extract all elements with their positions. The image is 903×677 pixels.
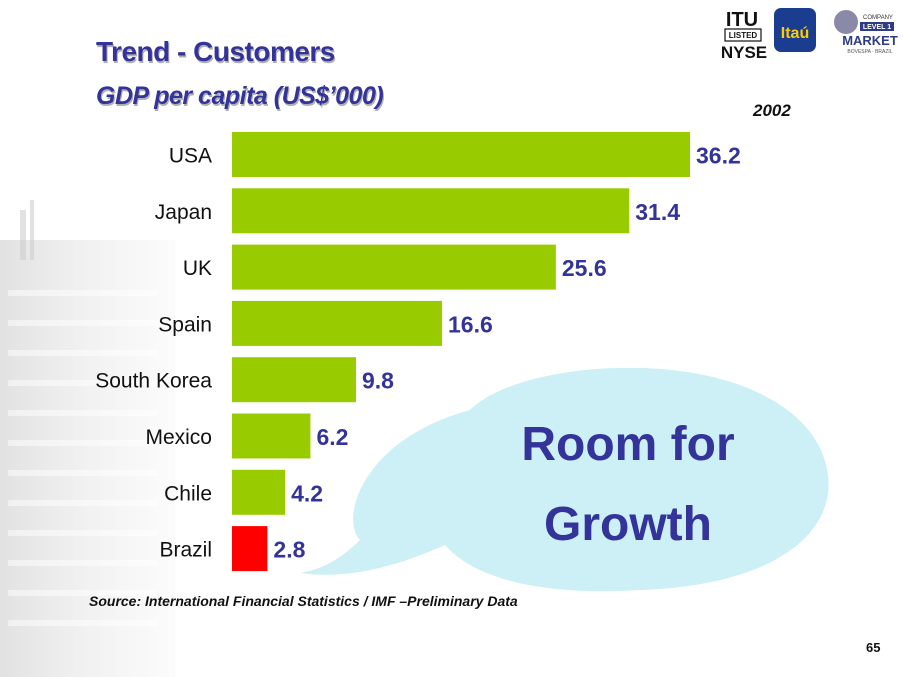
bar-brazil bbox=[232, 526, 268, 572]
svg-text:Itaú: Itaú bbox=[781, 25, 809, 42]
category-label-chile: Chile bbox=[164, 482, 212, 505]
value-label-mexico: 6.2 bbox=[316, 424, 348, 450]
bar-uk bbox=[232, 244, 556, 290]
value-label-spain: 16.6 bbox=[448, 311, 493, 337]
callout-bubble-shape bbox=[300, 367, 829, 592]
category-label-spain: Spain bbox=[158, 313, 212, 336]
level1-market-logo: COMPANY LEVEL 1 MARKET BOVESPA · BRAZIL bbox=[834, 10, 898, 55]
svg-text:NYSE: NYSE bbox=[721, 43, 767, 62]
source-note: Source: International Financial Statisti… bbox=[89, 593, 518, 609]
value-label-uk: 25.6 bbox=[562, 255, 607, 281]
bar-usa bbox=[232, 132, 690, 177]
category-label-uk: UK bbox=[183, 257, 212, 280]
value-label-brazil: 2.8 bbox=[273, 537, 305, 563]
value-label-usa: 36.2 bbox=[696, 143, 741, 169]
value-label-south-korea: 9.8 bbox=[362, 368, 394, 394]
bar-japan bbox=[232, 188, 630, 234]
slide-subtitle: GDP per capita (US$’000) bbox=[96, 82, 384, 110]
svg-text:LISTED: LISTED bbox=[729, 31, 758, 40]
callout-line-1: Room for bbox=[521, 418, 734, 471]
building-background-image bbox=[0, 200, 175, 677]
slide-title: Trend - Customers bbox=[96, 36, 335, 67]
sponsor-logos: ITU LISTED NYSE Itaú COMPANY LEVEL 1 MAR… bbox=[721, 8, 898, 62]
bar-chile bbox=[232, 469, 286, 515]
svg-text:ITU: ITU bbox=[726, 9, 758, 31]
category-label-brazil: Brazil bbox=[159, 539, 212, 562]
category-label-south-korea: South Korea bbox=[95, 370, 212, 393]
itau-logo: Itaú bbox=[774, 8, 816, 52]
svg-text:LEVEL 1: LEVEL 1 bbox=[863, 24, 891, 31]
page-number: 65 bbox=[866, 640, 881, 655]
year-label: 2002 bbox=[753, 101, 791, 120]
svg-text:COMPANY: COMPANY bbox=[863, 15, 893, 21]
svg-text:BOVESPA · BRAZIL: BOVESPA · BRAZIL bbox=[847, 49, 892, 55]
category-label-mexico: Mexico bbox=[145, 426, 212, 449]
category-label-usa: USA bbox=[169, 145, 212, 168]
value-label-japan: 31.4 bbox=[635, 199, 680, 225]
bar-spain bbox=[232, 300, 443, 346]
value-label-chile: 4.2 bbox=[291, 480, 323, 506]
bar-south-korea bbox=[232, 357, 356, 403]
svg-text:MARKET: MARKET bbox=[842, 33, 898, 48]
itu-nyse-logo: ITU LISTED NYSE bbox=[721, 9, 767, 62]
category-label-japan: Japan bbox=[155, 201, 212, 224]
bar-mexico bbox=[232, 413, 311, 459]
callout-line-2: Growth bbox=[544, 498, 712, 551]
